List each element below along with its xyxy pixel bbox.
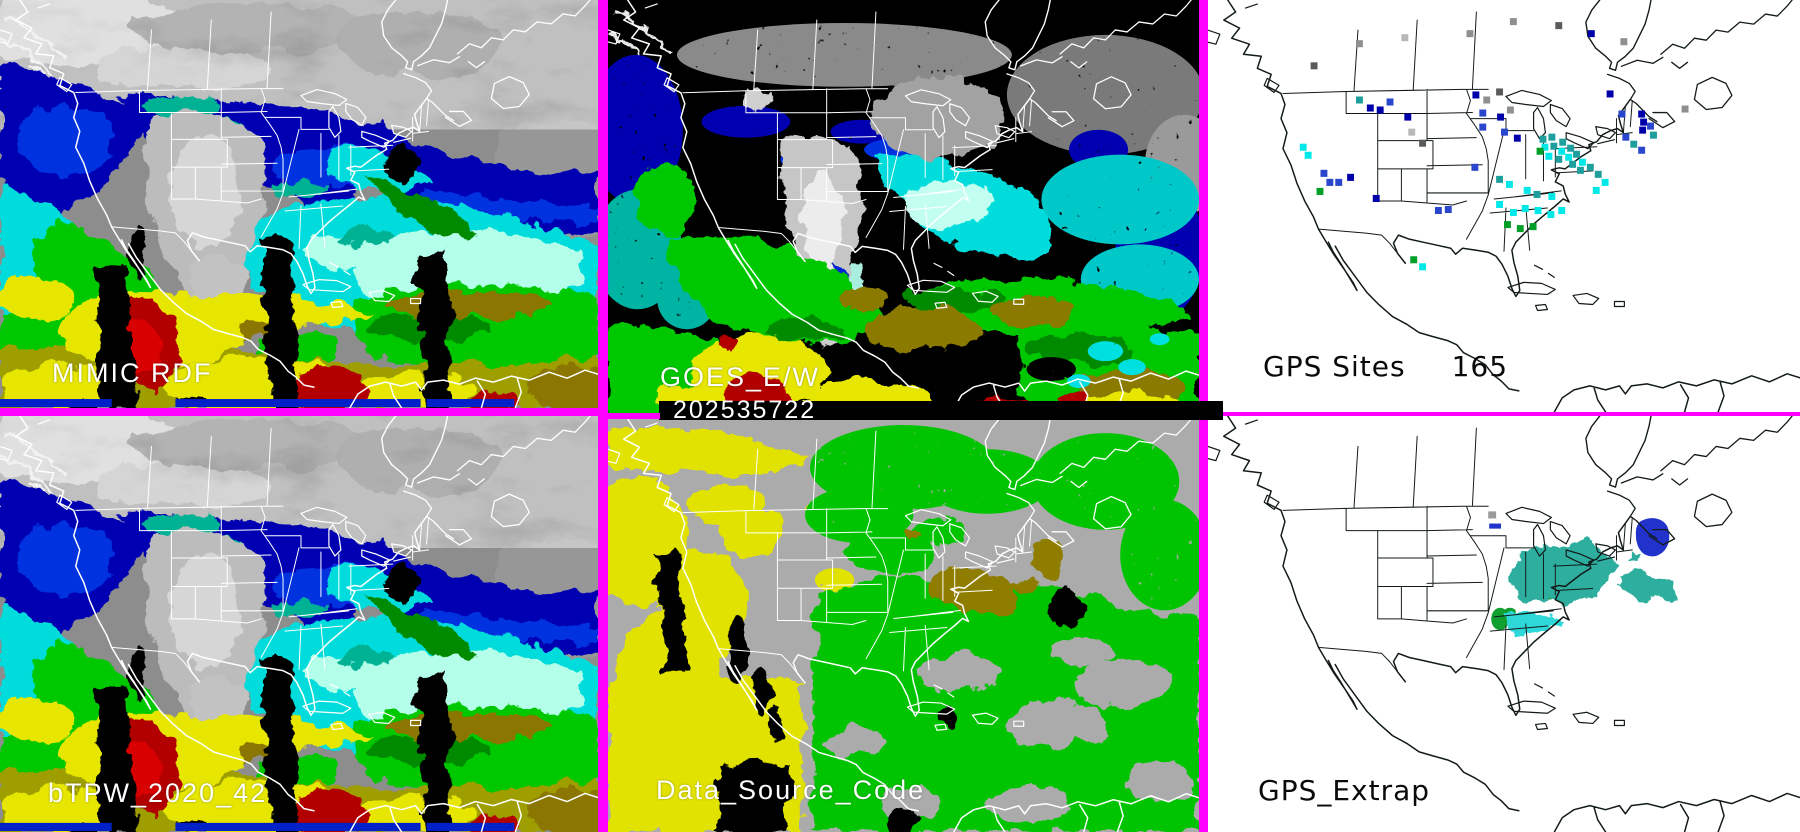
panel-mimic-rdf: MIMIC RDF bbox=[0, 0, 598, 408]
goes-ew-label: GOES_E/W bbox=[660, 362, 821, 392]
divider-fragment bbox=[608, 413, 660, 419]
btpw-label: bTPW_2020_42 bbox=[48, 778, 268, 808]
gps-sites-dots bbox=[1299, 18, 1689, 271]
gps-sites-title: GPS Sites bbox=[1263, 350, 1406, 383]
mimic-rdf-image bbox=[0, 0, 598, 408]
mimic-rdf-label: MIMIC RDF bbox=[52, 358, 213, 388]
gps-sites-label: GPS Sites 165 bbox=[1263, 350, 1508, 383]
timestamp-text: 202535722 bbox=[673, 396, 817, 424]
gps-extrap-map bbox=[1208, 416, 1800, 832]
timestamp-bar: 202535722 bbox=[659, 396, 1223, 424]
gps-sites-count: 165 bbox=[1451, 350, 1509, 383]
btpw-image bbox=[0, 416, 598, 832]
data-source-code-image bbox=[608, 419, 1199, 832]
gps-extrap-region-navy bbox=[1489, 518, 1670, 557]
gps-extrap-region-gray bbox=[1488, 511, 1497, 519]
data-source-code-label: Data_Source_Code bbox=[656, 775, 926, 805]
panel-btpw: bTPW_2020_42 bbox=[0, 416, 598, 832]
panel-gps-sites: GPS Sites 165 bbox=[1208, 0, 1800, 412]
gps-sites-map bbox=[1208, 0, 1800, 412]
goes-ew-image bbox=[608, 0, 1199, 419]
panel-gps-extrap: GPS_Extrap bbox=[1208, 416, 1800, 832]
panel-data-source-code: Data_Source_Code bbox=[608, 419, 1199, 832]
gps-extrap-region-teal bbox=[1508, 544, 1677, 604]
panel-goes-ew: GOES_E/W bbox=[608, 0, 1199, 419]
gps-extrap-label: GPS_Extrap bbox=[1258, 774, 1431, 807]
